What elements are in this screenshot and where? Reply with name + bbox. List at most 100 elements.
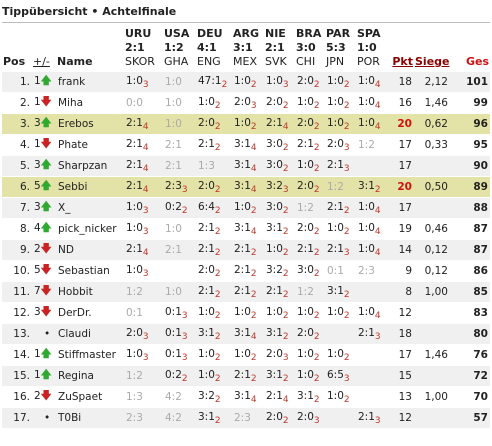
tip-points: 4 <box>250 184 257 195</box>
tip-points: 3 <box>282 352 289 363</box>
tip-cell: 1:04 <box>356 197 388 219</box>
tip: 1:2 <box>126 286 143 298</box>
tip: 0:0 <box>126 97 143 109</box>
tip: 2:1 <box>126 242 143 255</box>
tip: 2:3 <box>358 265 375 277</box>
tip-points: 2 <box>214 142 221 153</box>
wins-value: 1,00 <box>424 286 448 298</box>
tip-cell: 1:02 <box>295 344 325 366</box>
tip-cell: 2:13 <box>356 323 388 345</box>
tip-cell: 0:13 <box>163 323 196 345</box>
player-name: Sharpzan <box>56 155 124 177</box>
standing-row: 4. 1🡇 Phate 2:14 2:1 2:12 3:14 3:02 2:12 2:03 1:2 1… <box>2 134 490 156</box>
wins-value: 1,00 <box>424 391 448 403</box>
points: 15 <box>388 365 414 387</box>
wins: 1,46 <box>414 344 450 366</box>
tip-points: 2 <box>313 247 320 258</box>
tip-cell: 1:02 <box>264 302 295 324</box>
tip-cell: 1:0 <box>163 92 196 114</box>
wins <box>414 197 450 219</box>
match-result: 1:2 <box>164 41 184 54</box>
change-value: 3 <box>34 306 41 318</box>
tip-points: 2 <box>282 226 289 237</box>
tip-points: 4 <box>282 394 289 405</box>
tip-cell: 1:02 <box>325 113 356 135</box>
tip-points: 2 <box>282 268 289 279</box>
tip: 1:0 <box>234 347 251 360</box>
tip: 2:1 <box>234 284 251 297</box>
wins-value: 1,46 <box>424 349 448 361</box>
team-code: PAR <box>326 27 351 40</box>
tip: 1:0 <box>126 263 143 276</box>
tip: 2:1 <box>126 137 143 150</box>
total: 83 <box>450 302 490 324</box>
position: 8. <box>2 218 32 240</box>
tip-cell: 3:14 <box>232 323 264 345</box>
tip-points: 4 <box>250 142 257 153</box>
standing-row: 13. • Claudi 2:03 0:13 3:12 3:14 3:12 2:02 2:13 18… <box>2 323 490 345</box>
standing-row: 10. 5🡇 Sebastian 1:03 2:02 2:12 3:22 3:02 0:1 2:3… <box>2 260 490 282</box>
tip-cell: 3:12 <box>264 218 295 240</box>
tip-cell: 1:2 <box>356 134 388 156</box>
pkt-header: Pkt <box>392 55 413 68</box>
tip-cell: 2:13 <box>325 155 356 177</box>
change-value: 2 <box>34 390 41 402</box>
tip-points: 2 <box>282 142 289 153</box>
tip: 1:0 <box>126 221 143 234</box>
change-value: 3 <box>34 117 41 129</box>
standing-row: 3. 3🡅 Erebos 2:14 1:0 2:02 1:02 2:14 2:02 1:02 1:0… <box>2 113 490 135</box>
points: 20 <box>388 176 414 198</box>
tip-points: 3 <box>343 373 350 384</box>
tip-points: 2 <box>214 373 221 384</box>
position: 5. <box>2 155 32 177</box>
tip: 2:1 <box>234 368 251 381</box>
tip-cell: 1:03 <box>124 197 163 219</box>
standing-row: 16. 2🡇 ZuSpaet 1:3 4:2 3:22 3:14 2:14 3:12 1:02 13… <box>2 386 490 408</box>
tip-points: 4 <box>374 310 381 321</box>
tip-cell: 3:14 <box>232 386 264 408</box>
tip: 1:0 <box>165 97 182 109</box>
player-name: ND <box>56 239 124 261</box>
position: 11. <box>2 281 32 303</box>
trend-arrow: 🡅 <box>40 180 52 192</box>
header-row: Pos +/- Name URU 2:1 SKOR USA 1:2 GHA DEU 4:1 ENG AR… <box>2 25 490 72</box>
total: 99 <box>450 92 490 114</box>
tip-cell: 2:02 <box>264 92 295 114</box>
tip-cell: 1:04 <box>356 71 388 93</box>
wins: 0,12 <box>414 239 450 261</box>
tip: 1:0 <box>234 74 251 87</box>
tip-cell: 3:02 <box>264 197 295 219</box>
trend-arrow: 🡇 <box>40 390 52 402</box>
tip: 2:1 <box>198 137 215 150</box>
tip: 1:0 <box>165 76 182 88</box>
standing-row: 14. 1🡅 Stiffmaster 1:03 0:13 1:02 1:02 2:03 1:02… <box>2 344 490 366</box>
tip: 1:2 <box>297 286 314 298</box>
team-code: GHA <box>164 55 189 68</box>
tip-cell: 0:1 <box>124 302 163 324</box>
player-name: frank <box>56 71 124 93</box>
tip-cell: 1:2 <box>124 365 163 387</box>
tip-points: 4 <box>374 247 381 258</box>
change: 5🡅 <box>32 176 56 198</box>
tip-cell: 3:14 <box>232 176 264 198</box>
tip-cell: 2:14 <box>124 134 163 156</box>
standing-row: 11. 7🡇 Hobbit 1:2 1:0 2:12 2:12 2:12 1:2 3:12 8 1,0… <box>2 281 490 303</box>
team-code: SPA <box>357 27 381 40</box>
match-result: 4:1 <box>197 41 217 54</box>
player-name: Phate <box>56 134 124 156</box>
team-code: CHI <box>296 55 316 68</box>
tip-points: 2 <box>214 184 221 195</box>
tip: 1:0 <box>297 158 314 171</box>
standing-row: 6. 5🡅 Sebbi 2:14 2:33 2:02 3:14 3:23 2:02 1:2 3:12… <box>2 176 490 198</box>
tip: 1:0 <box>358 116 375 129</box>
tip-cell: 2:3 <box>232 407 264 428</box>
trend-arrow: 🡇 <box>40 264 52 276</box>
tip-points: 2 <box>214 352 221 363</box>
tip-cell: 1:03 <box>124 260 163 282</box>
tip-cell: 1:02 <box>196 92 232 114</box>
tip-cell: 1:02 <box>232 113 264 135</box>
tip-cell: 2:02 <box>295 218 325 240</box>
tip-cell: 2:03 <box>124 323 163 345</box>
tip: 2:1 <box>266 389 283 402</box>
